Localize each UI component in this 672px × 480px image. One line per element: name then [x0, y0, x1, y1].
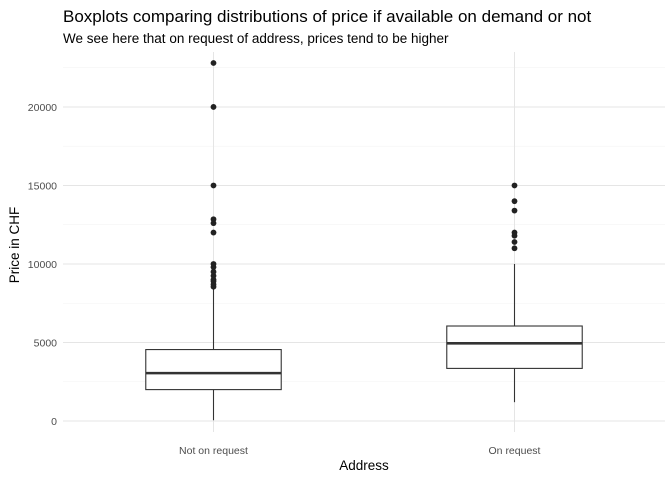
boxes-layer	[145, 60, 583, 421]
box-group	[446, 182, 583, 403]
box-group	[145, 60, 282, 421]
y-tick-label: 20000	[28, 102, 57, 114]
outlier-point	[210, 60, 217, 66]
outlier-point	[511, 245, 518, 252]
box-iqr	[145, 349, 282, 391]
outlier-point	[210, 182, 217, 189]
x-tick-label: Not on request	[179, 445, 248, 457]
y-tick-label: 0	[51, 416, 57, 428]
box-iqr	[446, 325, 583, 369]
y-tick-label: 5000	[34, 337, 58, 349]
x-tick-label: On request	[489, 445, 541, 457]
outlier-point	[210, 268, 217, 275]
y-tick-label: 15000	[28, 180, 57, 192]
grid-lines	[63, 52, 665, 432]
outlier-point	[511, 239, 518, 245]
outlier-point	[210, 216, 217, 223]
y-tick-labels: 0 5000 10000 15000 20000	[28, 102, 57, 428]
outlier-point	[210, 104, 217, 110]
outlier-point	[511, 207, 518, 214]
x-axis-title: Address	[339, 458, 389, 473]
x-tick-labels: Not on request On request	[179, 445, 540, 457]
outlier-point	[210, 261, 217, 267]
outlier-point	[511, 182, 518, 189]
chart-subtitle: We see here that on request of address, …	[63, 31, 449, 46]
outlier-point	[511, 229, 518, 236]
outlier-point	[511, 198, 518, 205]
chart-title: Boxplots comparing distributions of pric…	[63, 7, 592, 26]
y-axis-title: Price in CHF	[7, 207, 22, 284]
outlier-point	[210, 229, 217, 236]
y-tick-label: 10000	[28, 259, 57, 271]
